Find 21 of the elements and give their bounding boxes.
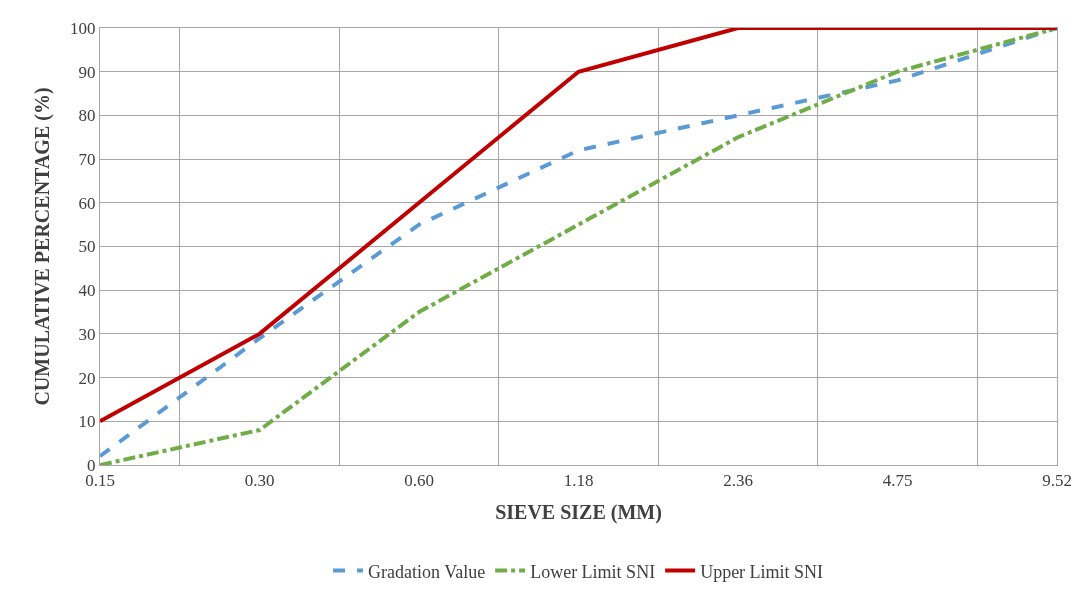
legend-label: Gradation Value <box>368 561 486 582</box>
y-tick-label: 40 <box>78 281 96 301</box>
y-tick-label: 60 <box>78 193 96 213</box>
y-tick-label: 90 <box>78 62 96 82</box>
x-tick-label: 4.75 <box>882 471 913 491</box>
y-tick-label: 30 <box>78 324 96 344</box>
x-tick-label: 0.30 <box>244 471 275 491</box>
legend-label: Upper Limit SNI <box>700 561 824 582</box>
x-tick-label: 2.36 <box>723 471 753 491</box>
y-tick-label: 100 <box>70 18 96 38</box>
y-tick-label: 50 <box>78 237 96 257</box>
x-axis-title: SIEVE SIZE (MM) <box>495 500 662 524</box>
y-tick-label: 10 <box>78 412 96 432</box>
x-tick-label: 1.18 <box>563 471 594 491</box>
y-tick-label: 80 <box>78 106 96 126</box>
x-tick-label: 0.60 <box>404 471 434 491</box>
y-tick-label: 20 <box>78 368 96 388</box>
x-tick-label: 9.52 <box>1042 471 1072 491</box>
legend-label: Lower Limit SNI <box>530 561 656 582</box>
y-axis-title: CUMULATIVE PERCENTAGE (%) <box>30 87 54 406</box>
y-tick-label: 70 <box>78 150 96 170</box>
